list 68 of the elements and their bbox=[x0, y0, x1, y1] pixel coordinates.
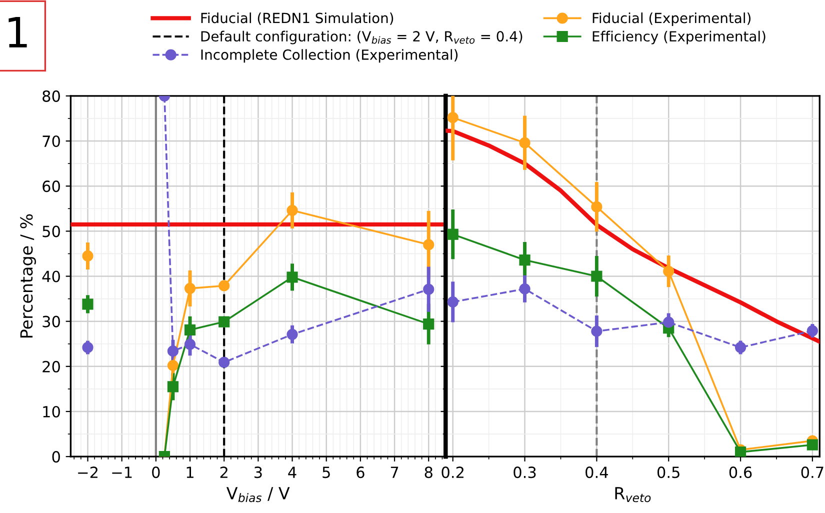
x-tick-label: 0 bbox=[152, 466, 160, 478]
point bbox=[82, 342, 94, 354]
y-tick-label: 40 bbox=[42, 270, 60, 282]
x-tick-label: 4 bbox=[288, 466, 296, 478]
point bbox=[82, 298, 94, 310]
y-axis-title: Percentage / % bbox=[20, 214, 36, 338]
point bbox=[663, 266, 674, 277]
text: 1 bbox=[8, 17, 27, 48]
point bbox=[286, 328, 298, 340]
point bbox=[423, 318, 434, 330]
point bbox=[167, 381, 179, 392]
y-tick-label: 60 bbox=[42, 180, 60, 192]
x-tick-label: 0.4 bbox=[586, 466, 608, 478]
x-tick-label: 0.5 bbox=[657, 466, 680, 478]
point bbox=[591, 270, 602, 282]
x-axis-title: V$_{bias}$ / V bbox=[226, 487, 290, 502]
x-tick-label: 6 bbox=[356, 466, 364, 478]
x-tick-label: 3 bbox=[254, 466, 262, 478]
x-axis-title: R$_{veto}$ bbox=[615, 487, 651, 502]
y-tick-label: 0 bbox=[52, 451, 60, 463]
point bbox=[184, 282, 196, 294]
point bbox=[286, 204, 298, 216]
x-tick-label: 0.7 bbox=[801, 466, 824, 478]
point bbox=[591, 326, 602, 337]
point bbox=[734, 446, 746, 457]
y-tick-label: 20 bbox=[42, 360, 60, 372]
point bbox=[591, 201, 602, 212]
legend-label: Efficiency (Experimental) bbox=[592, 30, 766, 44]
point bbox=[663, 316, 674, 328]
point bbox=[167, 360, 179, 372]
y-tick-label: 70 bbox=[42, 135, 60, 148]
legend-label: Fiducial (Experimental) bbox=[592, 12, 750, 26]
point bbox=[519, 254, 530, 266]
point bbox=[806, 439, 818, 450]
x-tick-label: 0.6 bbox=[729, 466, 752, 478]
point bbox=[447, 228, 458, 240]
point bbox=[423, 284, 434, 295]
legend-label: Incomplete Collection (Experimental) bbox=[201, 49, 458, 63]
point bbox=[447, 112, 458, 124]
point bbox=[806, 325, 818, 336]
point bbox=[218, 356, 230, 368]
y-tick-label: 50 bbox=[42, 226, 60, 238]
point bbox=[286, 272, 298, 283]
x-tick-label: 1 bbox=[186, 466, 194, 478]
point bbox=[218, 280, 230, 292]
y-tick-label: 30 bbox=[42, 316, 60, 328]
point bbox=[218, 316, 230, 328]
x-tick-label: 8 bbox=[424, 466, 432, 478]
point bbox=[519, 137, 530, 148]
x-tick-label: 0.3 bbox=[514, 466, 536, 478]
x-tick-label: −1 bbox=[112, 466, 132, 478]
y-tick-label: 10 bbox=[43, 406, 60, 418]
x-tick-label: 7 bbox=[390, 466, 398, 478]
point bbox=[82, 250, 94, 262]
point bbox=[447, 296, 458, 308]
point bbox=[184, 338, 196, 350]
x-tick-label: −2 bbox=[78, 466, 98, 478]
legend-label: Default configuration: (V$_{bias}$ = 2 V, R$_{veto}$ = 0.4) bbox=[201, 30, 522, 44]
x-tick-label: 2 bbox=[220, 466, 228, 478]
point bbox=[734, 342, 746, 354]
point bbox=[423, 239, 434, 250]
y-tick-label: 80 bbox=[42, 90, 60, 102]
point bbox=[519, 283, 530, 294]
point bbox=[184, 324, 196, 336]
point bbox=[167, 346, 179, 357]
x-tick-label: 5 bbox=[322, 466, 330, 478]
x-tick-label: 0.2 bbox=[442, 466, 464, 478]
legend-label: Fiducial (REDN1 Simulation) bbox=[201, 12, 394, 25]
